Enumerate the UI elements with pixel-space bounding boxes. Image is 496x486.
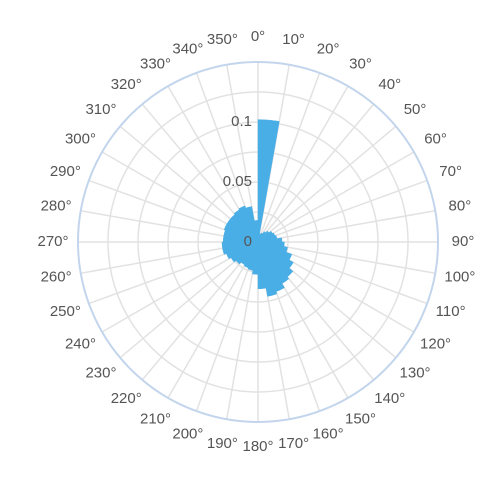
angular-tick-label: 240° <box>65 335 96 352</box>
angular-tick-label: 300° <box>65 130 96 147</box>
angular-tick-label: 80° <box>449 197 472 214</box>
angular-tick-label: 120° <box>420 335 451 352</box>
angular-tick-label: 200° <box>172 426 203 443</box>
polar-bar-wedge <box>257 119 280 243</box>
polar-bar-wedge <box>243 241 259 269</box>
angular-tick-label: 320° <box>111 76 142 93</box>
grid-spoke <box>257 103 375 243</box>
radial-tick-label: 0.05 <box>223 173 252 190</box>
grid-spoke <box>257 85 349 243</box>
angular-tick-label: 310° <box>85 101 116 118</box>
angular-tick-label: 50° <box>404 101 427 118</box>
angular-tick-label: 110° <box>436 303 466 320</box>
angular-tick-label: 210° <box>140 411 171 428</box>
angular-tick-label: 10° <box>282 31 305 48</box>
grid-spoke <box>257 125 397 243</box>
angular-tick-label: 140° <box>374 390 405 407</box>
angular-tick-labels: 0° 10° 20° 30° 40°50° 60° 70° 80° 90° 100° 110° 120… <box>37 28 475 455</box>
angular-tick-label: 180° <box>242 438 273 455</box>
grid-spoke <box>257 210 436 243</box>
angular-tick-label: 0° <box>251 28 265 45</box>
polar-bar-wedge <box>238 205 259 243</box>
polar-bar-wedge <box>253 220 259 243</box>
angular-tick-label: 150° <box>345 411 376 428</box>
angular-tick-label: 60° <box>424 130 447 147</box>
polar-bar-wedge <box>257 241 278 297</box>
angular-tick-label: 330° <box>140 55 171 72</box>
angular-tick-label: 340° <box>172 40 203 57</box>
radial-tick-label: 0 <box>244 233 252 250</box>
grid-spoke <box>257 72 321 243</box>
angular-tick-label: 290° <box>50 163 81 180</box>
polar-bars <box>221 119 294 297</box>
angular-tick-label: 190° <box>207 435 238 452</box>
grid-spoke <box>257 179 428 243</box>
angular-tick-label: 30° <box>349 55 372 72</box>
polar-bar-wedge <box>257 241 267 290</box>
angular-tick-label: 170° <box>278 435 309 452</box>
angular-tick-label: 100° <box>444 269 475 286</box>
angular-tick-label: 250° <box>50 303 81 320</box>
outer-boundary-circle <box>77 61 439 423</box>
angular-tick-label: 270° <box>37 233 68 250</box>
grid-spoke <box>167 241 259 399</box>
radial-tick-labels: 0 0.05 0.1 <box>223 113 252 250</box>
angular-tick-label: 260° <box>41 269 72 286</box>
angular-tick-label: 130° <box>400 365 431 382</box>
angular-tick-label: 280° <box>41 197 72 214</box>
angular-tick-label: 350° <box>207 31 238 48</box>
grid-spoke <box>141 241 259 381</box>
angular-tick-label: 230° <box>85 365 116 382</box>
grid-spoke <box>257 151 415 243</box>
angular-tick-label: 160° <box>313 426 344 443</box>
angular-tick-label: 20° <box>317 40 340 57</box>
angular-tick-label: 220° <box>111 390 142 407</box>
polar-bar-wedge <box>245 206 259 243</box>
radial-tick-label: 0.1 <box>231 113 252 130</box>
angular-tick-label: 90° <box>452 233 475 250</box>
angular-tick-label: 40° <box>378 76 401 93</box>
polar-bar-wedge <box>221 241 259 249</box>
grid-spoke <box>195 241 259 412</box>
angular-tick-label: 70° <box>439 163 462 180</box>
